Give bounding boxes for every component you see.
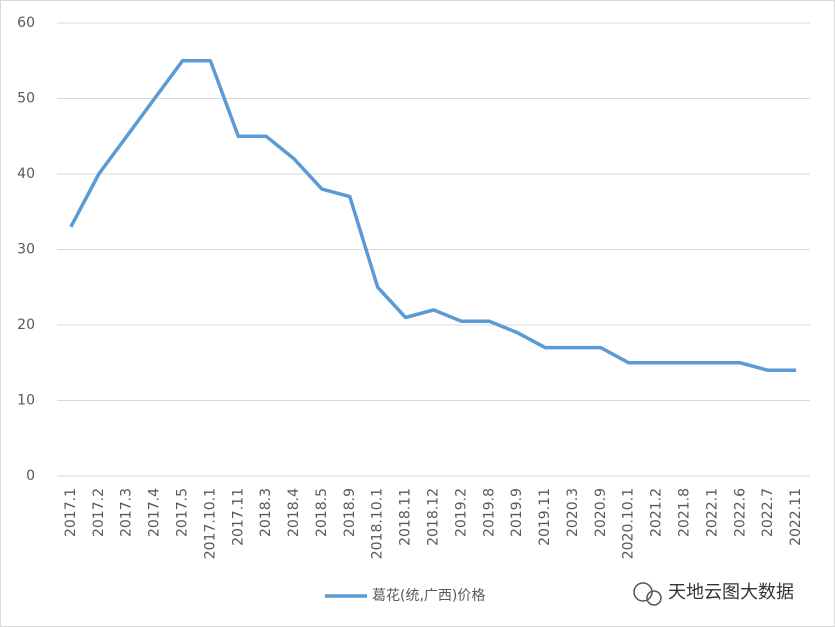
x-tick-label: 2017.3 bbox=[119, 488, 135, 537]
legend-label: 葛花(统,广西)价格 bbox=[372, 588, 485, 604]
x-tick-label: 2018.12 bbox=[426, 488, 442, 546]
y-tick-label: 10 bbox=[17, 393, 35, 409]
x-tick-label: 2019.2 bbox=[453, 488, 469, 537]
x-tick-label: 2022.6 bbox=[732, 488, 748, 537]
x-tick-label: 2018.5 bbox=[314, 488, 330, 537]
x-tick-label: 2018.4 bbox=[286, 488, 302, 537]
x-tick-label: 2019.8 bbox=[481, 488, 497, 537]
x-tick-label: 2020.3 bbox=[565, 488, 581, 537]
x-tick-label: 2017.1 bbox=[63, 488, 79, 537]
x-tick-label: 2022.11 bbox=[788, 488, 804, 546]
y-tick-label: 60 bbox=[17, 15, 35, 31]
x-tick-label: 2022.7 bbox=[760, 488, 776, 537]
x-tick-label: 2018.9 bbox=[342, 488, 358, 537]
y-tick-label: 0 bbox=[26, 468, 35, 484]
x-tick-label: 2017.10.1 bbox=[202, 488, 218, 559]
y-tick-label: 20 bbox=[17, 317, 35, 333]
x-tick-label: 2017.11 bbox=[230, 488, 246, 546]
x-tick-label: 2020.9 bbox=[593, 488, 609, 537]
x-tick-label: 2017.2 bbox=[91, 488, 107, 537]
line bbox=[69, 59, 797, 373]
x-tick-label: 2018.10.1 bbox=[370, 488, 386, 559]
x-tick-label: 2021.2 bbox=[649, 488, 665, 537]
x-tick-label: 2021.8 bbox=[677, 488, 693, 537]
x-tick-label: 2018.3 bbox=[258, 488, 274, 537]
y-tick-label: 30 bbox=[17, 242, 35, 258]
x-tick-label: 2019.11 bbox=[537, 488, 553, 546]
y-tick-label: 40 bbox=[17, 166, 35, 182]
x-tick-label: 2017.4 bbox=[147, 488, 163, 537]
watermark: 天地云图大数据 bbox=[668, 582, 794, 603]
x-tick-label: 2019.9 bbox=[509, 488, 525, 537]
x-tick-label: 2018.11 bbox=[398, 488, 414, 546]
watermark-icon bbox=[633, 582, 662, 606]
y-tick-label: 50 bbox=[17, 91, 35, 107]
x-tick-label: 2022.1 bbox=[704, 488, 720, 537]
x-tick-label: 2020.10.1 bbox=[621, 488, 637, 559]
x-tick-label: 2017.5 bbox=[175, 488, 191, 537]
